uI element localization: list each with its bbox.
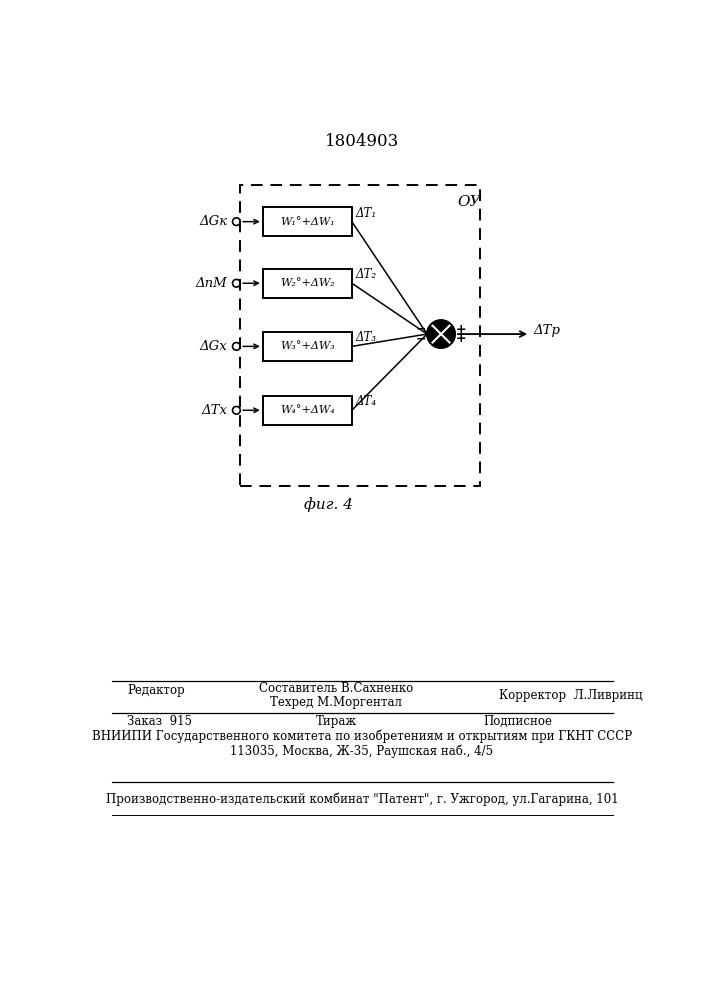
Bar — [263, 207, 352, 236]
Text: Корректор  Л.Ливринц: Корректор Л.Ливринц — [499, 689, 643, 702]
Text: ВНИИПИ Государственного комитета по изобретениям и открытиям при ГКНТ СССР: ВНИИПИ Государственного комитета по изоб… — [92, 729, 632, 743]
Text: ΔGк: ΔGк — [199, 215, 227, 228]
Text: −: − — [416, 332, 426, 345]
Text: ΔT₂: ΔT₂ — [356, 268, 377, 281]
Text: W₁°+ΔW₁: W₁°+ΔW₁ — [280, 217, 334, 227]
Text: +: + — [456, 332, 467, 345]
Text: ΔGх: ΔGх — [199, 340, 227, 353]
Text: Тираж: Тираж — [316, 715, 357, 728]
Text: ΔTр: ΔTр — [533, 324, 560, 337]
Bar — [240, 185, 480, 486]
Text: W₃°+ΔW₃: W₃°+ΔW₃ — [280, 341, 334, 351]
Text: Производственно-издательский комбинат "Патент", г. Ужгород, ул.Гагарина, 101: Производственно-издательский комбинат "П… — [105, 792, 618, 806]
Text: W₄°+ΔW₄: W₄°+ΔW₄ — [280, 405, 334, 415]
Text: +: + — [456, 323, 467, 336]
Text: ΔT₃: ΔT₃ — [356, 331, 377, 344]
Text: Подписное: Подписное — [484, 715, 553, 728]
Text: ΔT₄: ΔT₄ — [356, 395, 377, 408]
Text: W₂°+ΔW₂: W₂°+ΔW₂ — [280, 278, 334, 288]
Text: ОУ: ОУ — [457, 195, 481, 209]
Bar — [263, 332, 352, 361]
Bar — [263, 269, 352, 298]
Circle shape — [427, 320, 455, 348]
Text: 113035, Москва, Ж-35, Раушская наб., 4/5: 113035, Москва, Ж-35, Раушская наб., 4/5 — [230, 745, 493, 758]
Text: Составитель В.Сахненко: Составитель В.Сахненко — [259, 682, 414, 695]
Bar — [263, 396, 352, 425]
Text: −: − — [416, 323, 426, 336]
Text: Техред М.Моргентал: Техред М.Моргентал — [271, 696, 402, 709]
Text: Редактор: Редактор — [127, 684, 185, 697]
Text: ΔnМ: ΔnМ — [195, 277, 227, 290]
Text: Заказ  915: Заказ 915 — [127, 715, 192, 728]
Text: ΔTх: ΔTх — [201, 404, 227, 417]
Text: фиг. 4: фиг. 4 — [304, 498, 353, 512]
Text: 1804903: 1804903 — [325, 133, 399, 150]
Text: ΔT₁: ΔT₁ — [356, 207, 377, 220]
